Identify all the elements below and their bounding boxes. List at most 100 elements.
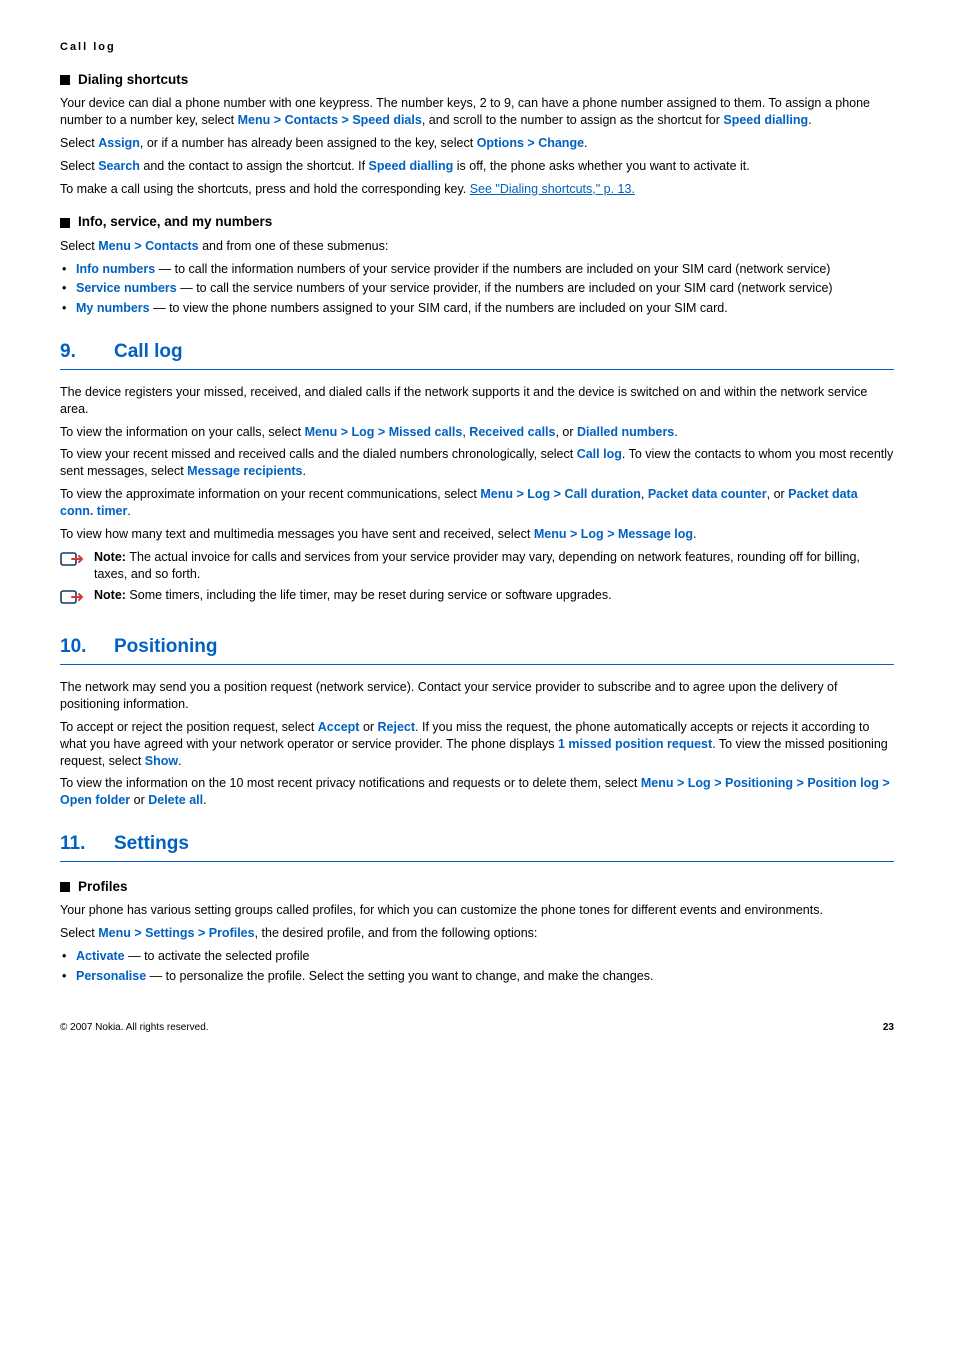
menu-label: Info numbers <box>76 262 155 276</box>
text: Some timers, including the life timer, m… <box>129 588 611 602</box>
chapter-rule <box>60 369 894 370</box>
menu-label: Missed calls <box>389 425 463 439</box>
square-bullet-icon <box>60 218 70 228</box>
chevron-right-icon: > <box>274 113 281 127</box>
note-icon <box>60 588 84 613</box>
list-item: Service numbers — to call the service nu… <box>60 280 894 297</box>
menu-label: Activate <box>76 949 125 963</box>
menu-label: Positioning <box>725 776 793 790</box>
text: . <box>203 793 206 807</box>
text: and the contact to assign the shortcut. … <box>140 159 369 173</box>
text: — to call the service numbers of your se… <box>177 281 833 295</box>
paragraph: Select Menu > Settings > Profiles, the d… <box>60 925 894 942</box>
chevron-right-icon: > <box>607 527 614 541</box>
menu-label: Options <box>477 136 524 150</box>
menu-label: Change <box>538 136 584 150</box>
text: . <box>693 527 696 541</box>
page-footer: © 2007 Nokia. All rights reserved. 23 <box>60 1021 894 1035</box>
menu-label: Log <box>351 425 374 439</box>
chapter-title: Settings <box>114 833 189 854</box>
menu-label: Menu <box>534 527 567 541</box>
menu-label: Menu <box>98 239 131 253</box>
note-block: Note: The actual invoice for calls and s… <box>60 549 894 583</box>
text: The actual invoice for calls and service… <box>94 550 860 581</box>
text: To view the information on the 10 most r… <box>60 776 641 790</box>
text: , or <box>767 487 789 501</box>
text: and from one of these submenus: <box>199 239 389 253</box>
chevron-right-icon: > <box>342 113 349 127</box>
menu-label: Personalise <box>76 969 146 983</box>
text: — to call the information numbers of you… <box>155 262 830 276</box>
menu-label: My numbers <box>76 301 150 315</box>
section-title: Info, service, and my numbers <box>78 213 272 231</box>
square-bullet-icon <box>60 882 70 892</box>
section-profiles: Profiles <box>60 878 894 896</box>
text: To make a call using the shortcuts, pres… <box>60 182 470 196</box>
menu-label: Profiles <box>209 926 255 940</box>
menu-label: 1 missed position request <box>558 737 712 751</box>
paragraph: The network may send you a position requ… <box>60 679 894 713</box>
menu-label: Menu <box>98 926 131 940</box>
chevron-right-icon: > <box>134 239 141 253</box>
list-item: Personalise — to personalize the profile… <box>60 968 894 985</box>
chevron-right-icon: > <box>677 776 684 790</box>
paragraph: To make a call using the shortcuts, pres… <box>60 181 894 198</box>
menu-label: Accept <box>318 720 360 734</box>
menu-label: Message log <box>618 527 693 541</box>
running-header: Call log <box>60 40 894 55</box>
paragraph: To view your recent missed and received … <box>60 446 894 480</box>
text: Select <box>60 926 98 940</box>
menu-label: Contacts <box>285 113 338 127</box>
chevron-right-icon: > <box>714 776 721 790</box>
copyright: © 2007 Nokia. All rights reserved. <box>60 1021 883 1035</box>
note-label: Note: <box>94 588 129 602</box>
chapter-title: Call log <box>114 341 183 362</box>
menu-label: Received calls <box>469 425 555 439</box>
menu-label: Log <box>581 527 604 541</box>
menu-label: Show <box>145 754 178 768</box>
menu-label: Menu <box>238 113 271 127</box>
menu-label: Service numbers <box>76 281 177 295</box>
menu-label: Message recipients <box>187 464 302 478</box>
menu-label: Open folder <box>60 793 130 807</box>
chevron-right-icon: > <box>198 926 205 940</box>
chevron-right-icon: > <box>797 776 804 790</box>
list-item: My numbers — to view the phone numbers a… <box>60 300 894 317</box>
paragraph: To view the approximate information on y… <box>60 486 894 520</box>
note-label: Note: <box>94 550 129 564</box>
text: — to activate the selected profile <box>125 949 310 963</box>
chapter-number: 9. <box>60 339 114 365</box>
chevron-right-icon: > <box>554 487 561 501</box>
options-list: Activate — to activate the selected prof… <box>60 948 894 985</box>
menu-label: Speed dialling <box>723 113 808 127</box>
text: To view the approximate information on y… <box>60 487 480 501</box>
menu-label: Log <box>688 776 711 790</box>
text: To view the information on your calls, s… <box>60 425 305 439</box>
text: — to view the phone numbers assigned to … <box>150 301 728 315</box>
text: . <box>178 754 181 768</box>
menu-label: Menu <box>641 776 674 790</box>
text: , or if a number has already been assign… <box>140 136 477 150</box>
paragraph: Select Search and the contact to assign … <box>60 158 894 175</box>
menu-label: Call duration <box>564 487 640 501</box>
chapter-number: 10. <box>60 634 114 660</box>
cross-reference-link[interactable]: See "Dialing shortcuts," p. 13. <box>470 182 635 196</box>
square-bullet-icon <box>60 75 70 85</box>
paragraph: To accept or reject the position request… <box>60 719 894 770</box>
page-number: 23 <box>883 1021 894 1035</box>
menu-label: Menu <box>305 425 338 439</box>
paragraph: Select Menu > Contacts and from one of t… <box>60 238 894 255</box>
menu-label: Menu <box>480 487 513 501</box>
text: . <box>127 504 130 518</box>
section-info-service: Info, service, and my numbers <box>60 213 894 231</box>
chapter-positioning: 10.Positioning <box>60 634 894 660</box>
text: . <box>303 464 306 478</box>
text: is off, the phone asks whether you want … <box>453 159 749 173</box>
menu-label: Settings <box>145 926 194 940</box>
paragraph: To view the information on your calls, s… <box>60 424 894 441</box>
menu-label: Packet data counter <box>648 487 767 501</box>
text: — to personalize the profile. Select the… <box>146 969 653 983</box>
menu-label: Speed dials <box>352 113 421 127</box>
menu-label: Speed dialling <box>369 159 454 173</box>
list-item: Activate — to activate the selected prof… <box>60 948 894 965</box>
